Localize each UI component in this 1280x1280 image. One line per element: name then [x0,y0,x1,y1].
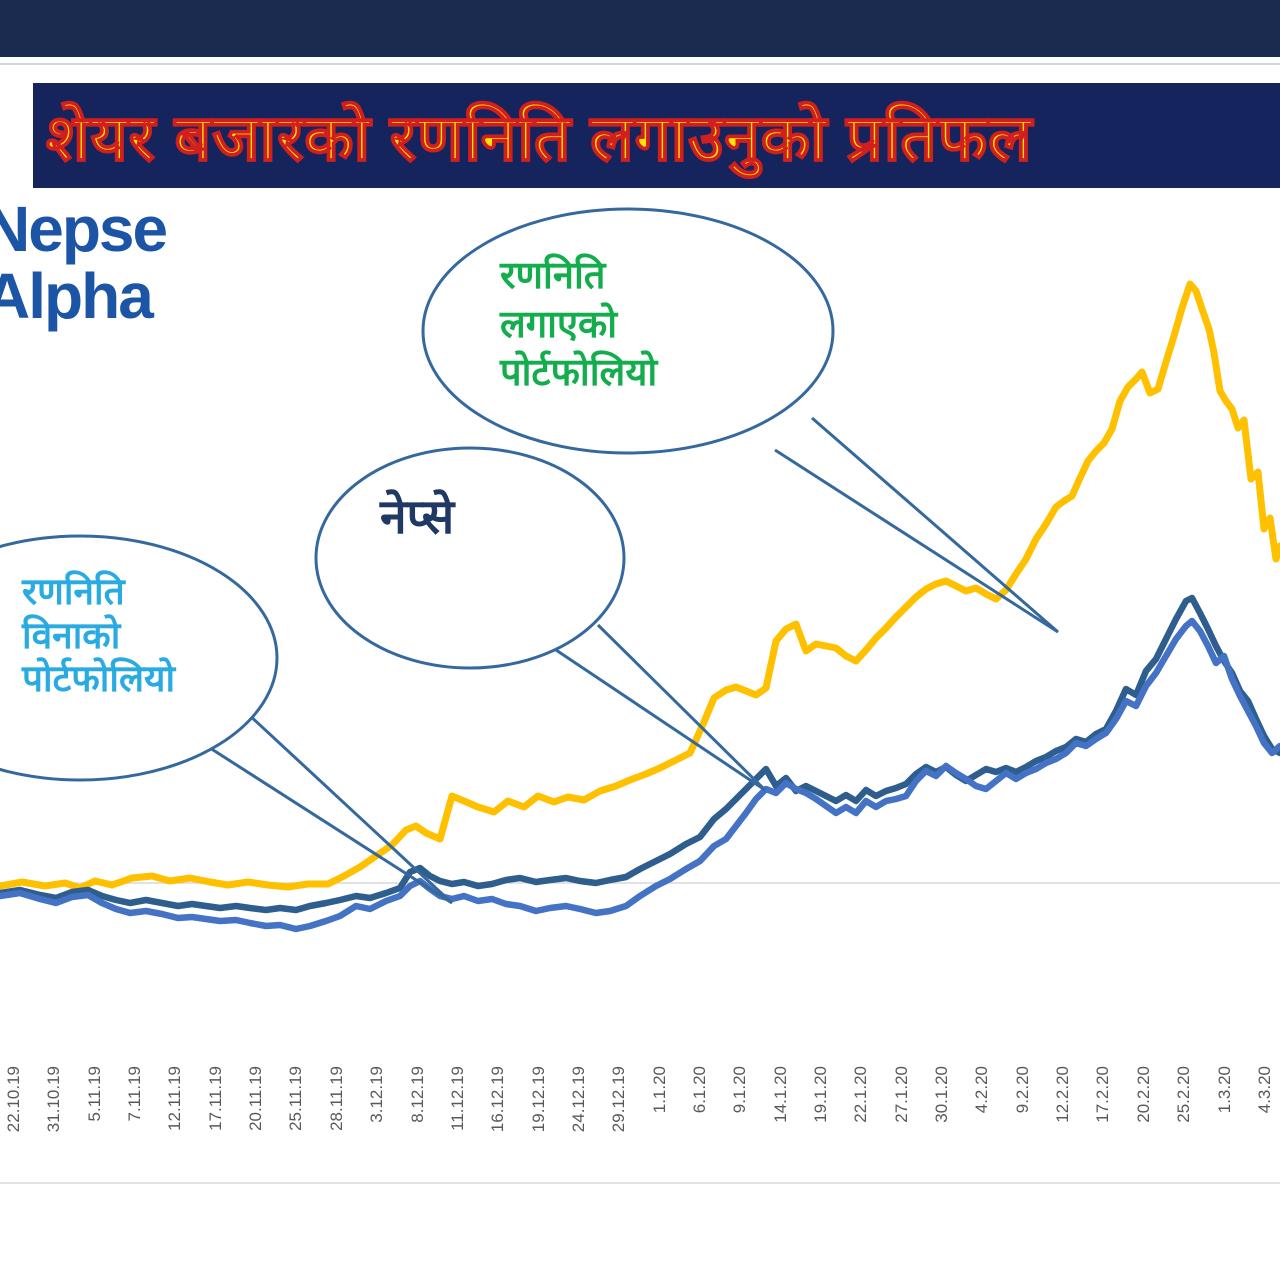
callout-no-strategy-portfolio-label: रणनिति विनाको पोर्टफोलियो [22,570,175,701]
callout-line: नेप्से [380,491,455,544]
top-banner-stripe [0,0,1280,57]
x-axis-label: 25.11.19 [286,1066,306,1131]
x-axis-label: 29.12.19 [609,1066,629,1133]
x-axis-label: 30.1.20 [932,1066,952,1123]
series-line-0 [0,280,1280,892]
callout-line: विनाको [22,614,121,656]
logo-line-1: Nepse [0,193,168,265]
x-axis-label: 9.2.20 [1012,1066,1032,1114]
callout-strategy-portfolio-label: रणनिति लगाएको पोर्टफोलियो [500,252,657,398]
page-title: शेयर बजारको रणनिति लगाउनुको प्रतिफल [45,101,1033,175]
x-axis-label: 4.2.20 [972,1066,992,1114]
logo-line-2: Alpha [0,259,154,332]
x-axis-label: 22.10.19 [4,1066,23,1133]
x-axis-label: 11.12.19 [447,1066,467,1131]
callout-line: रणनिति [22,571,125,612]
callout-tail-no-strategy-portfolio [209,711,454,905]
callout-tail-nepse [555,623,767,792]
top-rule-line [0,63,1280,65]
x-axis-label: 7.11.19 [125,1066,145,1122]
x-axis-label: 3.12.19 [367,1066,387,1123]
callout-line: रणनिति [500,255,606,297]
x-axis-label: 4.3.20 [1254,1066,1274,1114]
callout-bubble-nepse [314,446,626,670]
x-axis-label: 6.1.20 [689,1066,709,1114]
x-axis-label: 20.11.19 [246,1066,266,1131]
title-banner: शेयर बजारको रणनिति लगाउनुको प्रतिफल [33,83,1280,188]
x-axis-label: 27.1.20 [891,1066,911,1123]
x-axis-label: 17.11.19 [205,1066,225,1131]
x-axis-label: 9.1.20 [730,1066,750,1114]
x-axis-label: 28.11.19 [326,1066,346,1131]
x-axis-label: 1.3.20 [1214,1066,1234,1114]
callout-line: लगाएको [500,303,618,346]
callout-nepse-label: नेप्से [380,491,455,545]
x-axis-label: 14.1.20 [770,1066,790,1123]
callout-line: पोर्टफोलियो [22,658,176,700]
x-axis-label: 22.1.20 [851,1066,871,1123]
nepse-alpha-logo: Nepse Alpha [0,193,168,332]
callout-tail-strategy-portfolio [774,416,1059,634]
callout-bubble-no-strategy-portfolio [0,534,279,782]
series-line-2 [0,617,1280,933]
x-axis-label: 12.11.19 [165,1066,185,1131]
callout-line: पोर्टफोलियो [500,352,658,395]
x-axis-label: 20.2.20 [1133,1066,1153,1123]
series-line-1 [0,594,1280,914]
x-axis-label: 8.12.19 [407,1066,427,1123]
x-axis-label: 19.12.19 [528,1066,548,1133]
x-axis-label: 31.10.19 [44,1066,64,1133]
x-axis-label: 19.1.20 [811,1066,830,1123]
x-axis-label: 16.12.19 [488,1066,508,1133]
x-axis-label: 1.1.20 [649,1066,669,1114]
x-axis-label: 17.2.20 [1093,1066,1113,1123]
x-axis-label: 5.11.19 [84,1066,104,1122]
x-axis-label: 24.12.19 [568,1066,588,1133]
x-axis-label: 25.2.20 [1174,1066,1194,1123]
callout-bubble-strategy-portfolio [421,207,835,455]
x-axis-label: 12.2.20 [1053,1066,1073,1123]
